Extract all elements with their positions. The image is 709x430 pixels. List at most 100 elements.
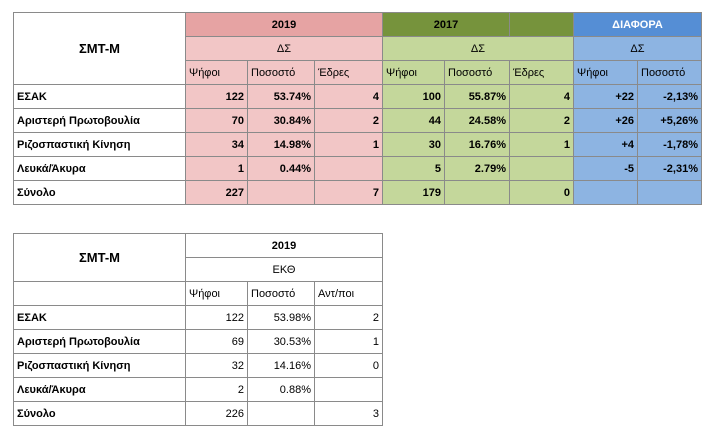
seats-2019: 1: [314, 132, 383, 157]
seats-2019: 7: [314, 180, 383, 205]
pct-2017: 55.87%: [444, 84, 510, 109]
table-corner-label: ΣΜΤ-Μ: [13, 233, 186, 282]
pct-2017: 2.79%: [444, 156, 510, 181]
row-label: Σύνολο: [13, 180, 186, 205]
table-row-total: Σύνολο 226 3: [13, 401, 383, 426]
votes-2017: 179: [382, 180, 445, 205]
pct: 0.88%: [247, 377, 315, 402]
row-label: Αριστερή Πρωτοβουλία: [13, 108, 186, 133]
row-label: Ριζοσπαστική Κίνηση: [13, 353, 186, 378]
table-row: ΕΣΑΚ 122 53.74% 4 100 55.87% 4 +22 -2,13…: [13, 84, 702, 109]
pct-2017: 16.76%: [444, 132, 510, 157]
reps: 2: [314, 305, 383, 330]
votes: 2: [185, 377, 248, 402]
pct: 30.53%: [247, 329, 315, 354]
row-label: Λευκά/Άκυρα: [13, 156, 186, 181]
pct-2019: [247, 180, 315, 205]
col-header: Ποσοστό: [247, 281, 315, 306]
pct-diff: -2,31%: [637, 156, 702, 181]
results-table-2019-2017: ΣΜΤ-Μ 2019 2017 ΔΙΑΦΟΡΑ ΔΣ ΔΣ ΔΣ Ψήφοι Π…: [13, 12, 702, 205]
sub-header-2019: ΔΣ: [185, 36, 383, 61]
sub-header-ekth: ΕΚΘ: [185, 257, 383, 282]
seats-2017: 0: [509, 180, 574, 205]
votes-2017: 5: [382, 156, 445, 181]
votes-diff: +26: [573, 108, 638, 133]
table-row: Ριζοσπαστική Κίνηση 32 14.16% 0: [13, 353, 383, 378]
table-row-total: Σύνολο 227 7 179 0: [13, 180, 702, 205]
col-header: Έδρες: [314, 60, 383, 85]
col-header: Ποσοστό: [247, 60, 315, 85]
reps: [314, 377, 383, 402]
row-label: Σύνολο: [13, 401, 186, 426]
table-row: Ριζοσπαστική Κίνηση 34 14.98% 1 30 16.76…: [13, 132, 702, 157]
reps: 0: [314, 353, 383, 378]
year-header-2017: 2017: [382, 12, 510, 37]
seats-2019: 4: [314, 84, 383, 109]
table-row: Λευκά/Άκυρα 1 0.44% 5 2.79% -5 -2,31%: [13, 156, 702, 181]
votes: 32: [185, 353, 248, 378]
votes-2019: 122: [185, 84, 248, 109]
votes: 226: [185, 401, 248, 426]
pct-2019: 53.74%: [247, 84, 315, 109]
col-header: Ψήφοι: [382, 60, 445, 85]
pct-2019: 0.44%: [247, 156, 315, 181]
row-label: ΕΣΑΚ: [13, 305, 186, 330]
col-header: Ψήφοι: [573, 60, 638, 85]
seats-2017: 4: [509, 84, 574, 109]
votes-diff: +22: [573, 84, 638, 109]
row-label: Λευκά/Άκυρα: [13, 377, 186, 402]
table-row: ΕΣΑΚ 122 53.98% 2: [13, 305, 383, 330]
results-table-ekth-2019: ΣΜΤ-Μ 2019 ΕΚΘ Ψήφοι Ποσοστό Αντ/ποι ΕΣΑ…: [13, 233, 383, 426]
pct-2019: 30.84%: [247, 108, 315, 133]
votes-2017: 44: [382, 108, 445, 133]
votes-diff: -5: [573, 156, 638, 181]
row-label: ΕΣΑΚ: [13, 84, 186, 109]
votes: 69: [185, 329, 248, 354]
col-header: Ψήφοι: [185, 60, 248, 85]
seats-2017: 2: [509, 108, 574, 133]
diff-header: ΔΙΑΦΟΡΑ: [573, 12, 702, 37]
pct-diff: -2,13%: [637, 84, 702, 109]
votes-2019: 227: [185, 180, 248, 205]
votes-2017: 30: [382, 132, 445, 157]
pct: 53.98%: [247, 305, 315, 330]
votes: 122: [185, 305, 248, 330]
year-header-2019: 2019: [185, 12, 383, 37]
table-corner-label: ΣΜΤ-Μ: [13, 12, 186, 85]
sub-header-2017: ΔΣ: [382, 36, 574, 61]
empty-header-cell: [13, 281, 186, 306]
pct-diff: +5,26%: [637, 108, 702, 133]
pct-2017: [444, 180, 510, 205]
seats-2017: [509, 156, 574, 181]
col-header: Έδρες: [509, 60, 574, 85]
reps: 1: [314, 329, 383, 354]
col-header: Ψήφοι: [185, 281, 248, 306]
row-label: Αριστερή Πρωτοβουλία: [13, 329, 186, 354]
seats-2017: 1: [509, 132, 574, 157]
pct-diff: [637, 180, 702, 205]
votes-2017: 100: [382, 84, 445, 109]
reps: 3: [314, 401, 383, 426]
pct: [247, 401, 315, 426]
table-row: Αριστερή Πρωτοβουλία 69 30.53% 1: [13, 329, 383, 354]
col-header: Αντ/ποι: [314, 281, 383, 306]
pct-2017: 24.58%: [444, 108, 510, 133]
votes-2019: 1: [185, 156, 248, 181]
pct-2019: 14.98%: [247, 132, 315, 157]
year-header-2019: 2019: [185, 233, 383, 258]
sub-header-diff: ΔΣ: [573, 36, 702, 61]
votes-2019: 34: [185, 132, 248, 157]
table-row: Αριστερή Πρωτοβουλία 70 30.84% 2 44 24.5…: [13, 108, 702, 133]
votes-diff: [573, 180, 638, 205]
pct: 14.16%: [247, 353, 315, 378]
seats-2019: 2: [314, 108, 383, 133]
votes-diff: +4: [573, 132, 638, 157]
empty-header-cell: [509, 12, 574, 37]
votes-2019: 70: [185, 108, 248, 133]
table-row: Λευκά/Άκυρα 2 0.88%: [13, 377, 383, 402]
col-header: Ποσοστό: [637, 60, 702, 85]
pct-diff: -1,78%: [637, 132, 702, 157]
col-header: Ποσοστό: [444, 60, 510, 85]
row-label: Ριζοσπαστική Κίνηση: [13, 132, 186, 157]
seats-2019: [314, 156, 383, 181]
